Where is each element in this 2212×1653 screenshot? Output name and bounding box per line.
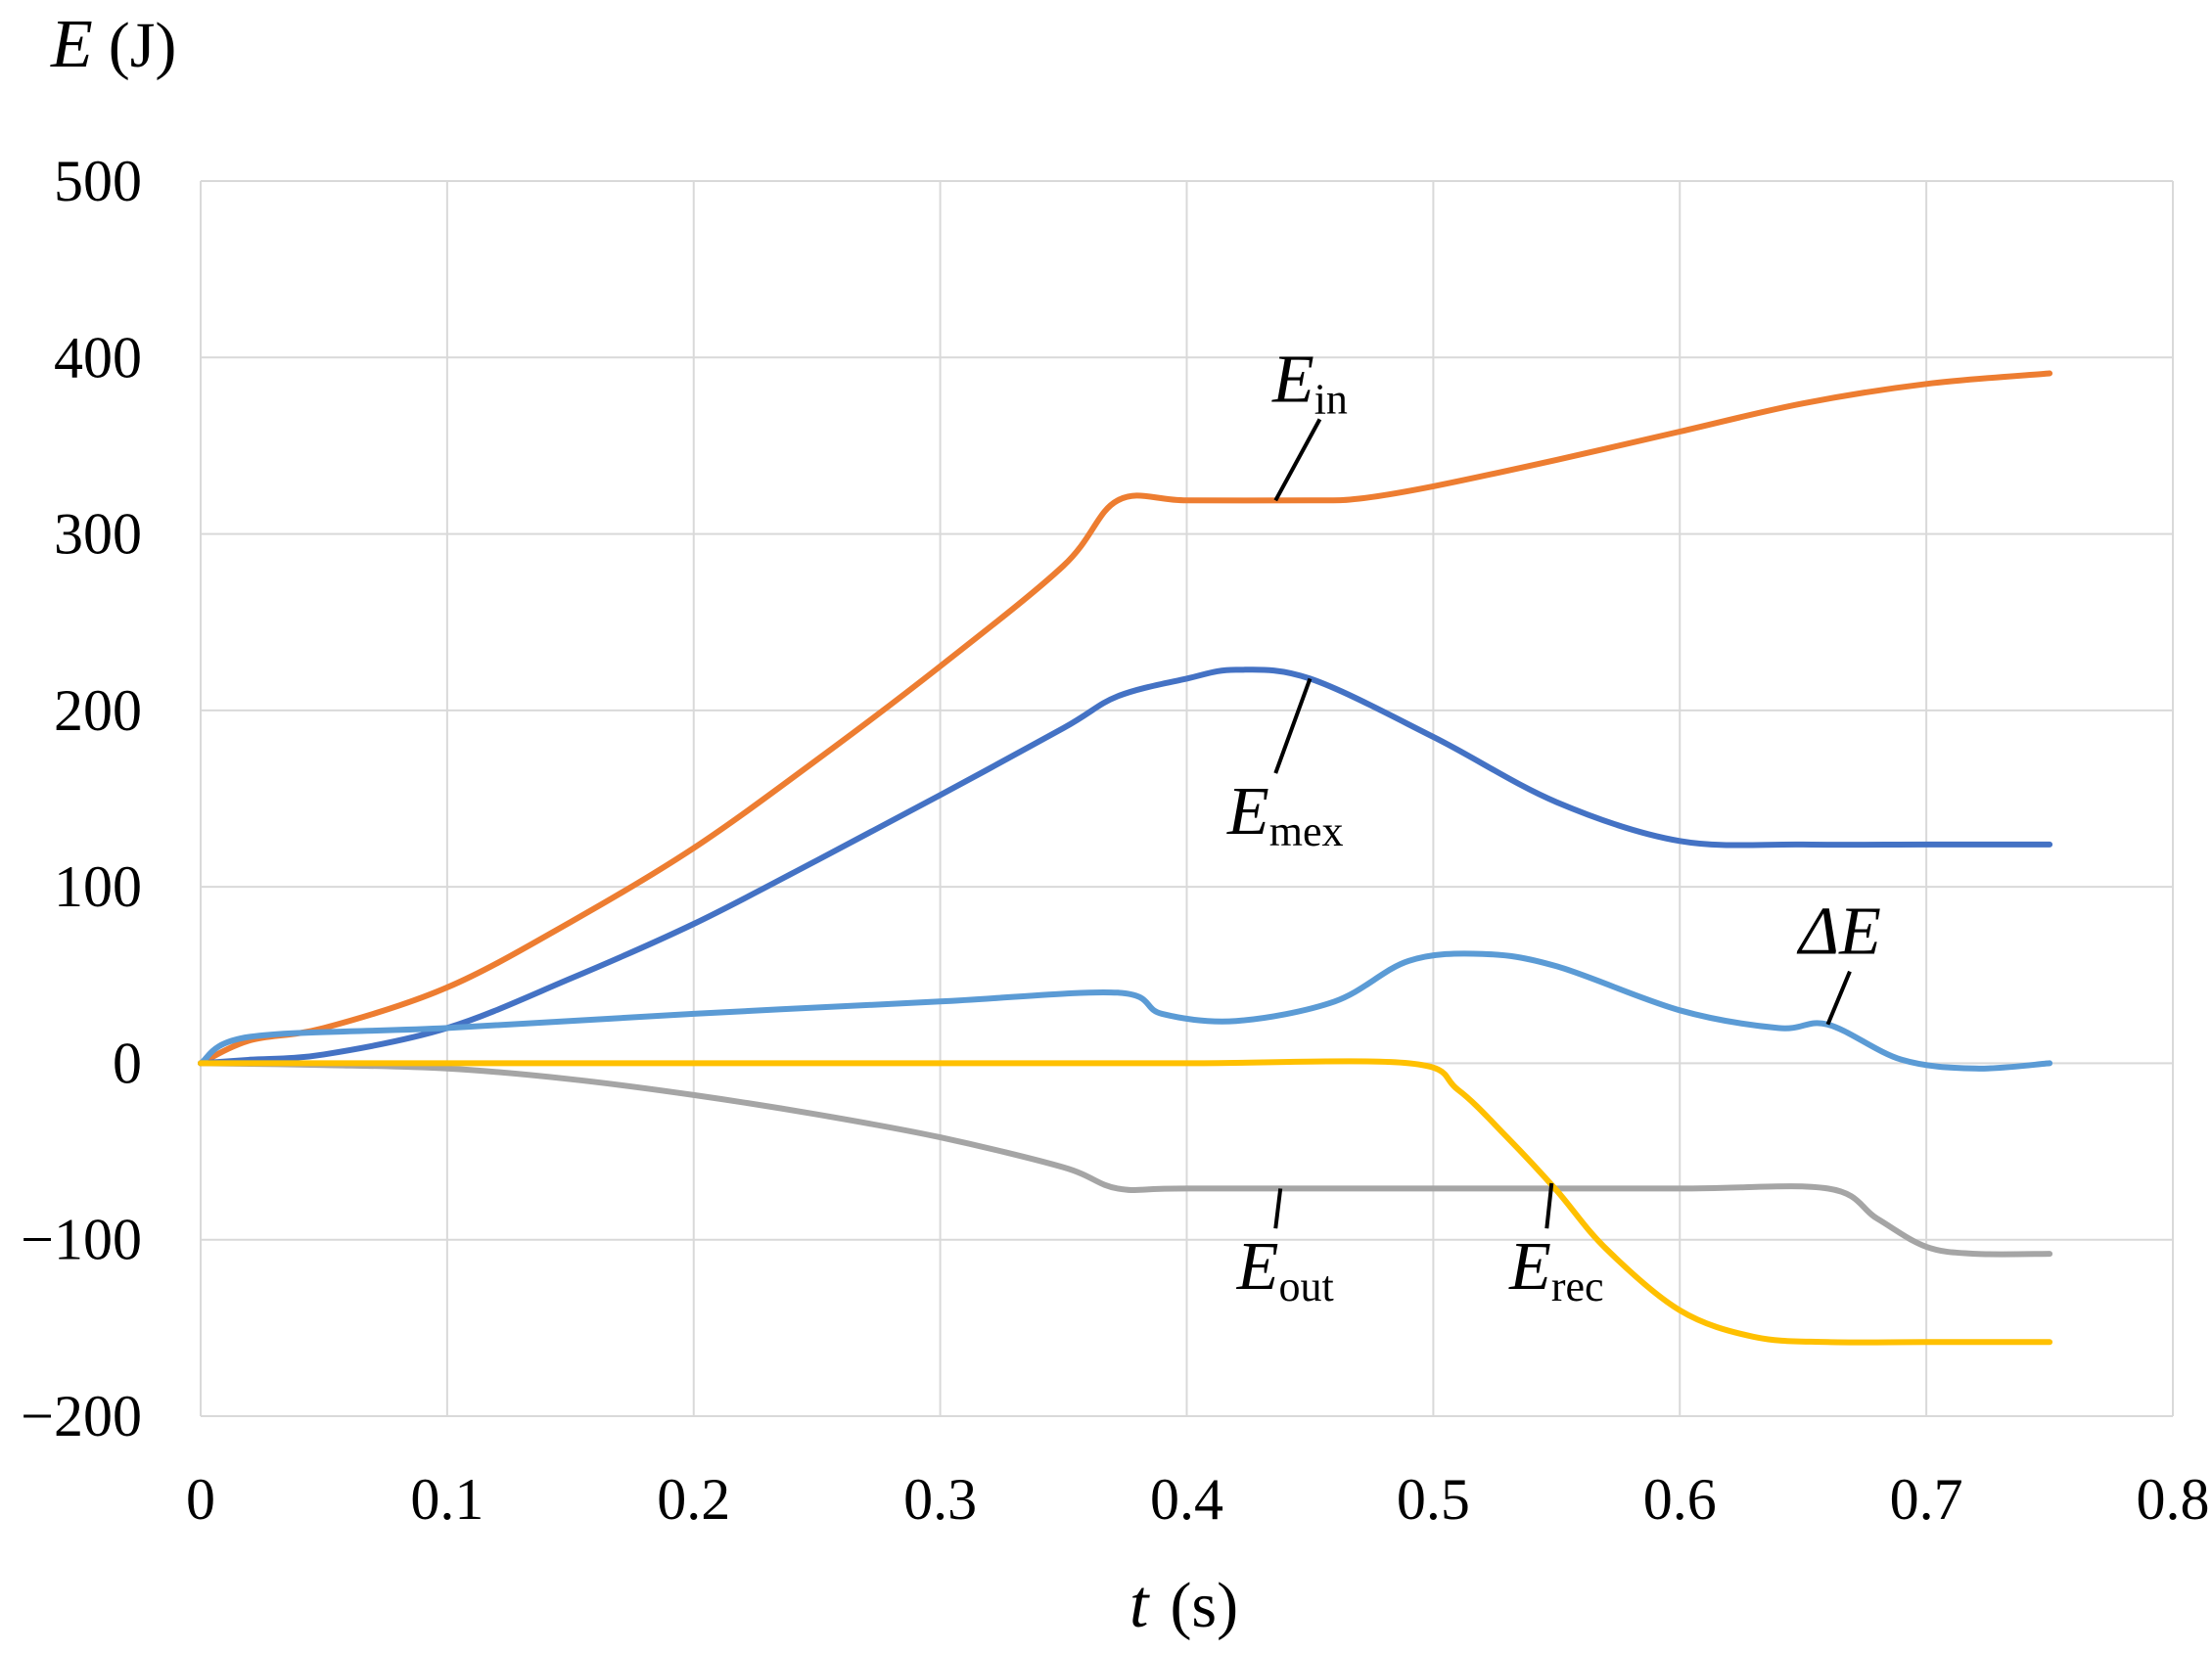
leader-line-e-rec: [1544, 1182, 1554, 1229]
series-label-e-mex: Emex: [1226, 774, 1344, 855]
series-label-e-in: Ein: [1271, 342, 1348, 423]
y-tick-labels: −200 −100 0 100 200 300 400 500: [21, 149, 142, 1448]
series-label-e-rec: Erec: [1508, 1229, 1603, 1310]
series-annotations: Ein Emex ΔE Eout Erec: [1226, 342, 1881, 1310]
x-axis-title: t (s): [1129, 1567, 1238, 1642]
y-tick-label: 300: [54, 502, 142, 567]
y-tick-label: −200: [21, 1384, 142, 1448]
x-tick-label: 0.8: [2137, 1467, 2210, 1532]
y-axis-title: E (J): [50, 7, 176, 82]
series-line-delta-e: [198, 950, 2053, 1072]
y-tick-label: 500: [54, 149, 142, 213]
y-tick-label: 100: [54, 854, 142, 919]
x-tick-label: 0: [186, 1467, 215, 1532]
y-tick-label: 400: [54, 325, 142, 390]
x-tick-label: 0.4: [1150, 1467, 1223, 1532]
series-label-delta-e: ΔE: [1796, 895, 1881, 970]
x-tick-label: 0.2: [657, 1467, 730, 1532]
leader-line-delta-e: [1825, 970, 1852, 1026]
y-tick-label: −100: [21, 1208, 142, 1272]
x-tick-labels: 0 0.1 0.2 0.3 0.4 0.5 0.6 0.7 0.8: [186, 1467, 2210, 1532]
x-tick-label: 0.5: [1397, 1467, 1470, 1532]
gridlines: [200, 180, 2174, 1417]
series-lines: [198, 370, 2053, 1346]
leader-line-e-mex: [1273, 677, 1313, 774]
series-line-e-rec: [198, 1058, 2053, 1346]
series-line-e-mex: [198, 666, 2053, 1067]
x-tick-label: 0.6: [1643, 1467, 1717, 1532]
y-tick-label: 0: [113, 1031, 142, 1095]
leader-line-e-out: [1273, 1188, 1283, 1229]
series-line-e-out: [198, 1060, 2053, 1258]
series-line-e-in: [198, 370, 2053, 1067]
x-tick-label: 0.3: [903, 1467, 977, 1532]
x-tick-label: 0.1: [410, 1467, 484, 1532]
series-label-e-out: Eout: [1236, 1229, 1334, 1310]
y-tick-label: 200: [54, 678, 142, 743]
x-tick-label: 0.7: [1890, 1467, 1963, 1532]
leader-line-e-in: [1273, 418, 1322, 502]
